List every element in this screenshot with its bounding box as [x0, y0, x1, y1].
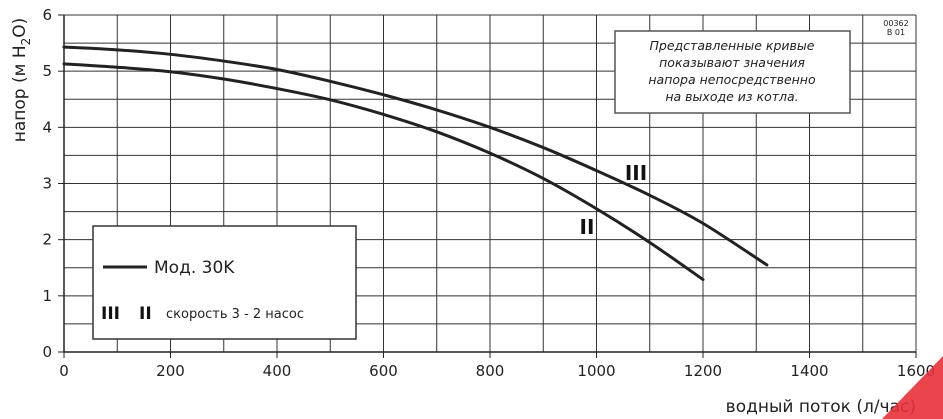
series-line-II	[62, 62, 705, 282]
annotation-line-2: показывают значения	[659, 55, 805, 70]
x-tick-label: 800	[476, 362, 505, 380]
series-line-III	[62, 45, 769, 267]
y-tick-label: 2	[42, 231, 52, 249]
y-tick-label: 4	[42, 118, 52, 136]
annotation-frame	[614, 30, 851, 114]
series	[62, 45, 769, 282]
annotation-box: Представленные кривые показывают значени…	[614, 30, 851, 114]
y-tick-label: 0	[42, 343, 52, 361]
doc-code-number: 00362	[883, 19, 908, 28]
x-tick-label: 600	[369, 362, 398, 380]
curve-label-II: II	[580, 215, 595, 239]
annotation-line-4: на выходе из котла.	[665, 89, 798, 104]
x-tick-label: 1400	[790, 362, 828, 380]
y-axis-label: напор (м H2O)	[10, 18, 33, 143]
y-tick-label: 1	[42, 287, 52, 305]
x-tick-label: 1000	[577, 362, 615, 380]
x-axis-label: водный поток (л/час)	[726, 397, 916, 417]
y-axis-label-main: напор (м H	[10, 45, 30, 142]
y-tick-label: 5	[42, 62, 52, 80]
y-axis-label-end: O)	[10, 18, 30, 38]
x-tick-label: 0	[59, 362, 69, 380]
legend-model-label: Мод. 30K	[154, 258, 235, 278]
curve-label-III: III	[625, 161, 647, 185]
legend-frame	[92, 225, 357, 340]
y-tick-label: 6	[42, 6, 52, 24]
legend-speed-label: скорость 3 - 2 насос	[166, 307, 304, 322]
legend: Мод. 30K III II скорость 3 - 2 насос	[92, 225, 357, 340]
y-tick-label: 3	[42, 175, 52, 193]
x-tick-label: 200	[156, 362, 185, 380]
legend-mark-II: II	[139, 304, 152, 324]
x-tick-label: 1200	[684, 362, 722, 380]
doc-code-revision: B 01	[887, 28, 905, 37]
annotation-line-1: Представленные кривые	[650, 38, 815, 53]
annotation-line-3: напора непосредственно	[648, 72, 816, 87]
x-tick-label: 400	[263, 362, 292, 380]
watermark-shape	[882, 356, 943, 419]
y-axis-label-subscript: 2	[19, 38, 33, 46]
legend-mark-III: III	[101, 304, 120, 324]
